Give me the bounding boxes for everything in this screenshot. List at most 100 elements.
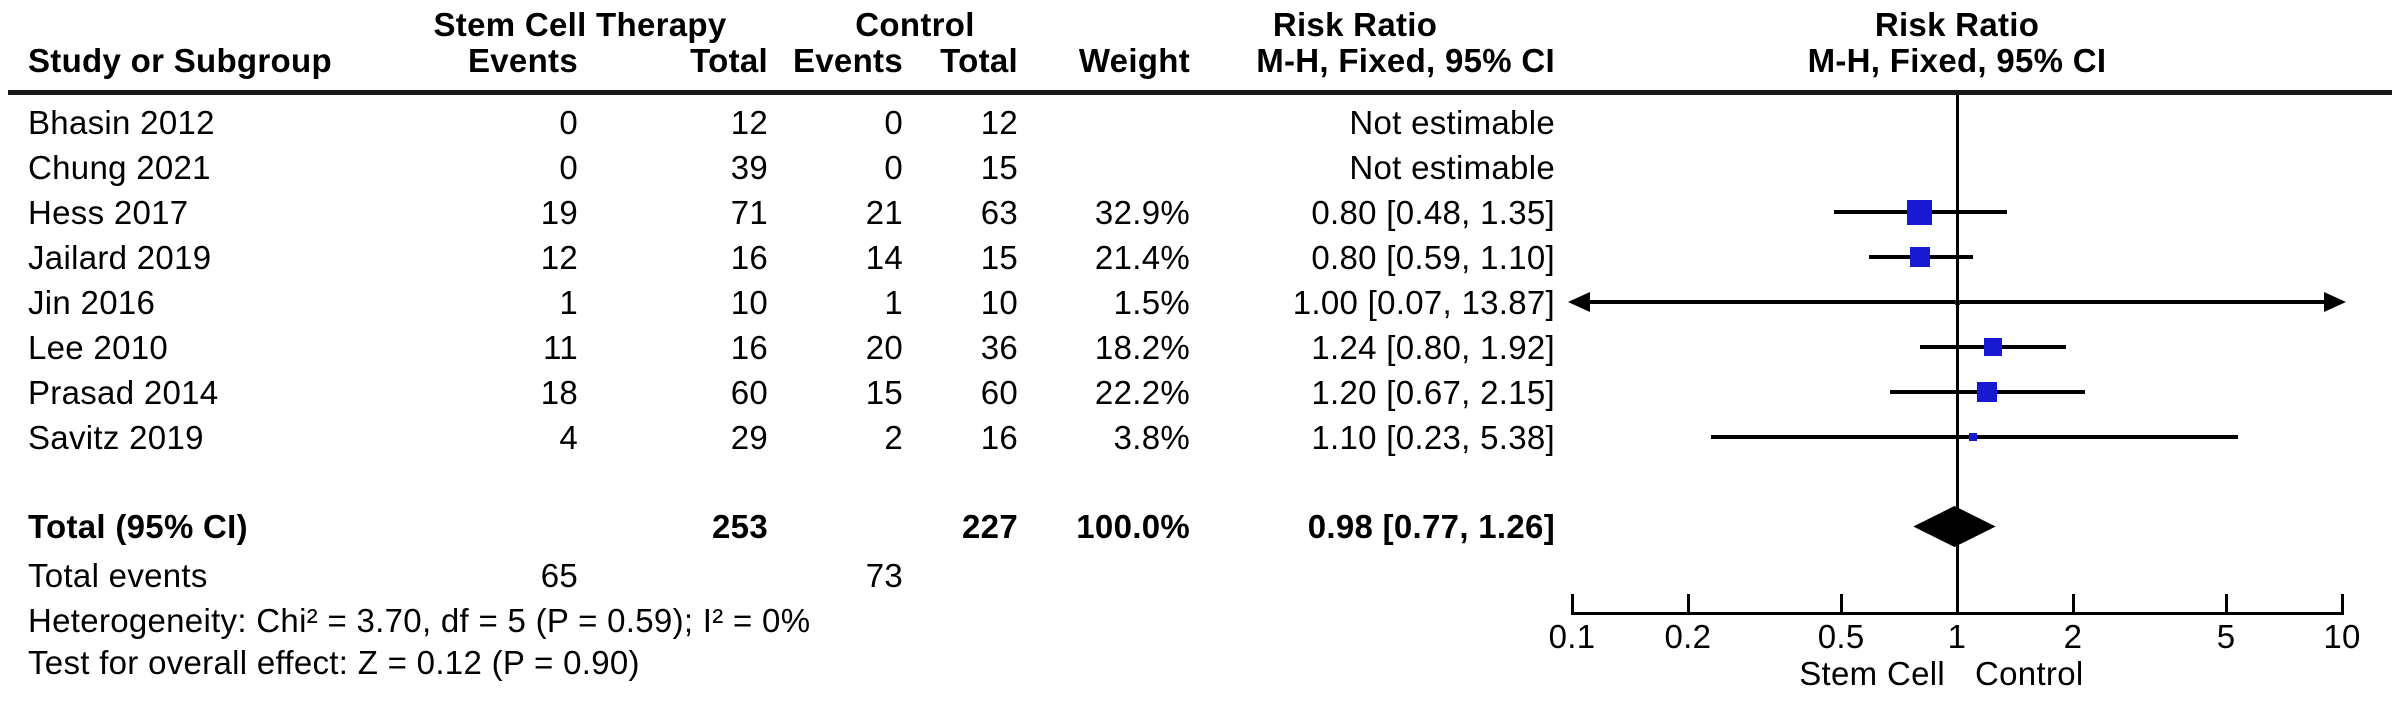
study-name: Savitz 2019 <box>28 419 204 456</box>
total-row-weight: 100.0% <box>1076 508 1190 545</box>
study-name: Hess 2017 <box>28 194 189 231</box>
events-cell-control: 0 <box>884 149 903 186</box>
col-header-total-1: Total <box>690 42 768 79</box>
table-row: Hess 2017 19 71 21 63 32.9% 0.80 [0.48, 1.35] <box>0 190 2392 235</box>
heterogeneity-note: Heterogeneity: Chi² = 3.70, df = 5 (P = … <box>28 602 811 639</box>
axis-tick <box>2071 594 2075 615</box>
weight-cell: 32.9% <box>1094 194 1190 231</box>
events-cell-control: 1 <box>884 284 903 321</box>
overall-effect-note: Test for overall effect: Z = 0.12 (P = 0… <box>28 644 640 681</box>
events-cell-treatment: 18 <box>540 374 578 411</box>
col-header-study: Study or Subgroup <box>28 42 332 79</box>
total-row-total-2: 227 <box>962 508 1018 545</box>
table-row: Jailard 2019 12 16 14 15 21.4% 0.80 [0.59, 1.1… <box>0 235 2392 280</box>
axis-tick <box>1686 594 1690 615</box>
axis-tick <box>1840 594 1844 615</box>
axis-tick-label: 2 <box>2063 618 2083 655</box>
total-cell-treatment: 10 <box>730 284 768 321</box>
total-row-label: Total (95% CI) <box>28 508 248 545</box>
events-cell-treatment: 4 <box>559 419 578 456</box>
rr-ci-cell: Not estimable <box>1349 104 1555 141</box>
group-header-control: Control <box>855 6 975 43</box>
rr-column-title: Risk Ratio <box>1272 6 1438 43</box>
total-cell-control: 16 <box>980 419 1018 456</box>
col-header-events-2: Events <box>792 42 903 79</box>
rr-ci-cell: 1.00 [0.07, 13.87] <box>1292 284 1555 321</box>
table-row: Bhasin 2012 0 12 0 12 Not estimable <box>0 100 2392 145</box>
study-name: Jin 2016 <box>28 284 156 321</box>
total-cell-control: 15 <box>980 149 1018 186</box>
total-cell-control: 60 <box>980 374 1018 411</box>
events-cell-control: 2 <box>884 419 903 456</box>
total-row-total-1: 253 <box>712 508 768 545</box>
total-cell-treatment: 16 <box>730 239 768 276</box>
weight-cell: 3.8% <box>1113 419 1190 456</box>
study-name: Chung 2021 <box>28 149 211 186</box>
col-header-total-2: Total <box>940 42 1018 79</box>
summary-diamond <box>1913 506 1996 547</box>
ci-arrow-left <box>1568 292 1590 312</box>
total-cell-control: 12 <box>980 104 1018 141</box>
study-name: Bhasin 2012 <box>28 104 215 141</box>
total-cell-treatment: 60 <box>730 374 768 411</box>
events-cell-treatment: 0 <box>559 149 578 186</box>
events-cell-treatment: 1 <box>559 284 578 321</box>
weight-cell: 1.5% <box>1113 284 1190 321</box>
weight-cell: 18.2% <box>1094 329 1190 366</box>
axis-tick <box>1571 594 1574 615</box>
study-name: Prasad 2014 <box>28 374 219 411</box>
effect-square <box>1968 433 1977 441</box>
study-name: Lee 2010 <box>28 329 169 366</box>
col-header-events-1: Events <box>467 42 578 79</box>
study-name: Jailard 2019 <box>28 239 212 276</box>
plot-subtitle: M-H, Fixed, 95% CI <box>1807 42 2107 79</box>
events-cell-control: 0 <box>884 104 903 141</box>
total-events-1: 65 <box>540 557 578 594</box>
rr-ci-cell: 1.20 [0.67, 2.15] <box>1311 374 1555 411</box>
table-row: Chung 2021 0 39 0 15 Not estimable <box>0 145 2392 190</box>
axis-tick-label: 0.2 <box>1664 618 1712 655</box>
events-cell-treatment: 19 <box>540 194 578 231</box>
events-cell-control: 15 <box>865 374 903 411</box>
total-cell-control: 15 <box>980 239 1018 276</box>
ci-arrow-right <box>2324 292 2346 312</box>
col-header-weight: Weight <box>1078 42 1190 79</box>
plot-title: Risk Ratio <box>1874 6 2040 43</box>
rr-ci-cell: 0.80 [0.59, 1.10] <box>1311 239 1555 276</box>
rr-ci-cell: 1.24 [0.80, 1.92] <box>1311 329 1555 366</box>
table-row: Jin 2016 1 10 1 10 1.5% 1.00 [0.07, 13.87] <box>0 280 2392 325</box>
weight-cell: 22.2% <box>1094 374 1190 411</box>
events-cell-treatment: 12 <box>540 239 578 276</box>
rr-ci-cell: Not estimable <box>1349 149 1555 186</box>
axis-tick-label: 0.5 <box>1817 618 1865 655</box>
table-row: Savitz 2019 4 29 2 16 3.8% 1.10 [0.23, 5.38] <box>0 415 2392 460</box>
total-cell-treatment: 71 <box>730 194 768 231</box>
events-cell-control: 20 <box>865 329 903 366</box>
axis-tick-label: 0.1 <box>1548 618 1596 655</box>
events-cell-control: 14 <box>865 239 903 276</box>
effect-square <box>1977 382 1998 402</box>
weight-cell: 21.4% <box>1094 239 1190 276</box>
group-header-stem-cell-therapy: Stem Cell Therapy <box>433 6 727 43</box>
axis-label-right: Control <box>1975 655 2084 692</box>
events-cell-treatment: 0 <box>559 104 578 141</box>
total-cell-treatment: 16 <box>730 329 768 366</box>
total-cell-control: 36 <box>980 329 1018 366</box>
axis-tick-label: 1 <box>1947 618 1967 655</box>
total-cell-treatment: 39 <box>730 149 768 186</box>
effect-square <box>1909 247 1930 267</box>
total-events-label: Total events <box>28 557 208 594</box>
axis-tick <box>2225 594 2229 615</box>
total-cell-control: 10 <box>980 284 1018 321</box>
total-cell-treatment: 12 <box>730 104 768 141</box>
effect-square <box>1907 199 1933 225</box>
table-row: Lee 2010 11 16 20 36 18.2% 1.24 [0.80, 1.92] <box>0 325 2392 370</box>
rr-ci-cell: 0.80 [0.48, 1.35] <box>1311 194 1555 231</box>
axis-tick <box>1956 594 1959 615</box>
total-events-2: 73 <box>865 557 903 594</box>
axis-tick-label: 5 <box>2216 618 2236 655</box>
total-row-estimate: 0.98 [0.77, 1.26] <box>1307 508 1555 545</box>
no-effect-line <box>1956 95 1959 615</box>
total-cell-treatment: 29 <box>730 419 768 456</box>
